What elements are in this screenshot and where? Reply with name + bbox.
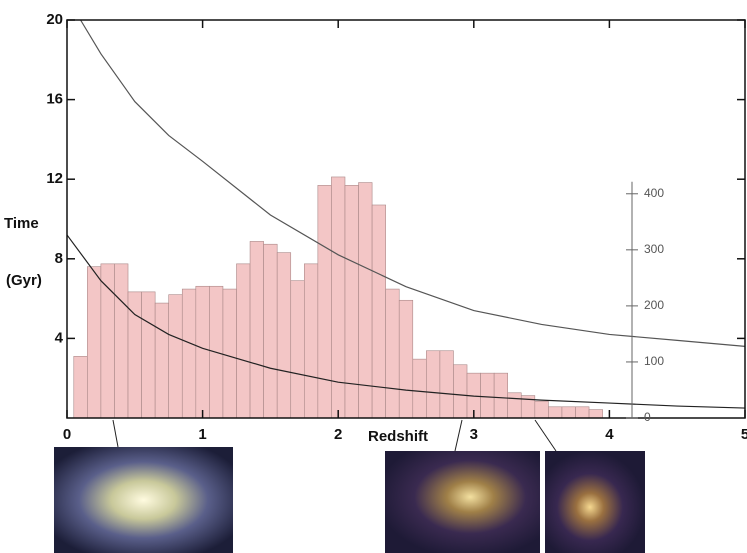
histogram-bar bbox=[114, 263, 129, 419]
histogram-bar bbox=[154, 302, 169, 419]
y-tick-label: 8 bbox=[55, 250, 63, 267]
y-tick-label: 4 bbox=[55, 329, 64, 346]
histogram-bar bbox=[507, 392, 522, 419]
histogram-bar bbox=[276, 252, 292, 419]
histogram-bar bbox=[493, 372, 509, 419]
y-tick-label: 16 bbox=[46, 91, 63, 108]
galaxy-image bbox=[545, 451, 645, 553]
histogram-bar bbox=[303, 263, 319, 419]
histogram-bar bbox=[236, 263, 251, 419]
histogram-bar bbox=[453, 364, 468, 419]
y2-tick-label: 100 bbox=[644, 354, 664, 368]
histogram-bar bbox=[588, 409, 603, 419]
histogram-bar bbox=[73, 356, 88, 419]
y2-tick-label: 300 bbox=[644, 242, 664, 256]
histogram-bar bbox=[439, 350, 454, 419]
y2-tick-label: 0 bbox=[644, 410, 651, 424]
galaxy-image bbox=[385, 451, 540, 553]
histogram-bar bbox=[290, 280, 305, 419]
histogram-bar bbox=[548, 406, 563, 419]
histogram-bar bbox=[168, 294, 183, 419]
histogram-bar bbox=[385, 288, 400, 419]
x-tick-label: 3 bbox=[470, 426, 478, 443]
histogram-bar bbox=[426, 350, 441, 419]
histogram-bar bbox=[480, 372, 495, 419]
x-tick-label: 2 bbox=[334, 426, 342, 443]
histogram-bar bbox=[249, 241, 264, 419]
x-tick-label: 1 bbox=[198, 426, 206, 443]
histogram-bar bbox=[534, 400, 549, 419]
y2-tick-label: 200 bbox=[644, 298, 664, 312]
histogram-bar bbox=[141, 291, 156, 419]
histogram-bar bbox=[222, 288, 237, 419]
x-tick-label: 0 bbox=[63, 426, 71, 443]
connector bbox=[454, 419, 463, 452]
histogram-bar bbox=[561, 406, 576, 419]
curve bbox=[66, 234, 746, 409]
y-tick-label: 12 bbox=[46, 170, 63, 187]
histogram-bar bbox=[358, 182, 373, 419]
histogram-bar bbox=[263, 243, 278, 419]
y-label: Time bbox=[4, 215, 39, 232]
histogram-bar bbox=[181, 288, 197, 419]
y-tick-label: 20 bbox=[46, 11, 63, 28]
y2-tick-label: 400 bbox=[644, 186, 664, 200]
x-label: Redshift bbox=[368, 428, 428, 445]
x-tick-label: 5 bbox=[741, 426, 747, 443]
y-label-unit: (Gyr) bbox=[6, 272, 42, 289]
galaxy-image bbox=[54, 447, 233, 553]
histogram-bar bbox=[195, 285, 210, 419]
histogram-bar bbox=[317, 185, 332, 419]
curve bbox=[80, 19, 746, 347]
plot-frame bbox=[66, 19, 746, 419]
connector bbox=[534, 419, 557, 452]
histogram-bar bbox=[412, 358, 427, 419]
histogram-bar bbox=[398, 299, 414, 419]
histogram-bar bbox=[127, 291, 142, 419]
x-tick-label: 4 bbox=[605, 426, 614, 443]
histogram-bar bbox=[87, 266, 102, 419]
histogram-bar bbox=[575, 406, 590, 419]
connector bbox=[112, 419, 119, 448]
